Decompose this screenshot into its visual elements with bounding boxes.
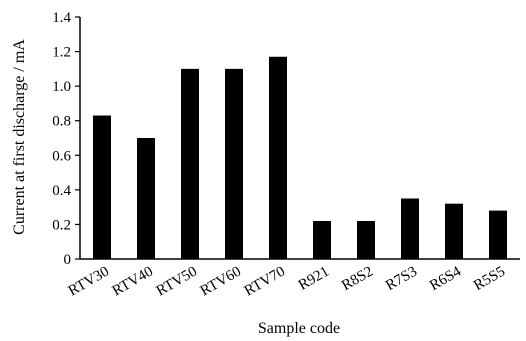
x-axis-title: Sample code: [258, 320, 340, 337]
x-tick-label: R7S3: [383, 264, 420, 295]
y-tick-label: 0.6: [52, 148, 71, 164]
y-tick-label: 0.8: [52, 114, 71, 130]
bar-r6s4: [445, 203, 463, 259]
y-tick-label: 1.0: [52, 79, 71, 95]
y-tick-label: 0: [64, 252, 72, 268]
y-tick-label: 1.2: [52, 45, 71, 61]
bar-rtv50: [181, 68, 199, 259]
bar-rtv70: [269, 56, 287, 259]
y-axis: 0 0.2 0.4 0.6 0.8 1.0 1.2 1.4: [52, 10, 81, 268]
x-tick-label: RTV70: [242, 264, 288, 300]
x-tick-label: RTV30: [66, 264, 112, 300]
bar-r5s5: [489, 210, 507, 259]
bar-r921: [313, 220, 331, 259]
y-tick-label: 1.4: [52, 10, 71, 26]
x-tick-label: RTV50: [154, 264, 200, 300]
bar-rtv60: [225, 68, 243, 259]
x-tick-label: R5S5: [471, 264, 508, 295]
y-axis-title: Current at first discharge / mA: [11, 39, 28, 235]
x-tick-label: R6S4: [427, 263, 464, 294]
x-tick-label: R921: [296, 264, 332, 294]
x-tick-label: R8S2: [339, 264, 376, 295]
x-tick-label: RTV40: [110, 264, 156, 300]
bar-rtv40: [137, 138, 155, 259]
bar-r7s3: [401, 198, 419, 259]
bar-r8s2: [357, 220, 375, 259]
y-tick-label: 0.2: [52, 217, 71, 233]
bar-rtv30: [93, 115, 111, 260]
y-tick-label: 0.4: [52, 183, 71, 199]
bars: [93, 56, 507, 260]
x-tick-label: RTV60: [198, 264, 244, 300]
